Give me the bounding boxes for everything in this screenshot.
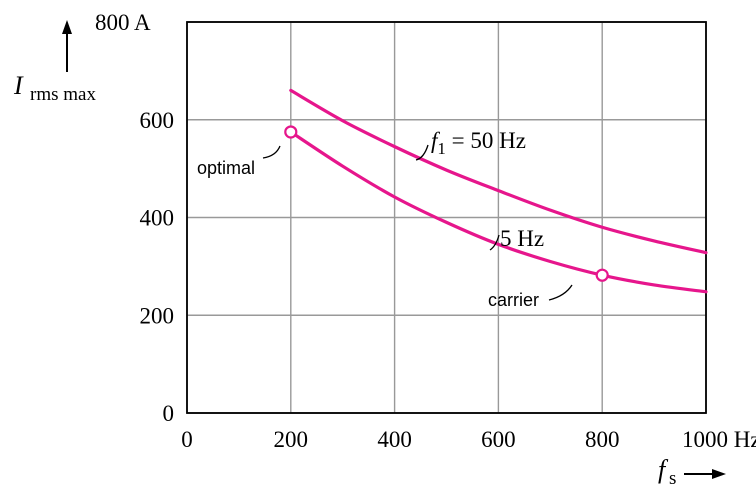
x-tick-label-800: 800 xyxy=(585,427,620,452)
x-tick-label-400: 400 xyxy=(377,427,412,452)
series-lines xyxy=(289,88,708,294)
tick-labels: 0 200 400 600 800 1000 Hz 0 200 400 600 800 A xyxy=(95,10,756,452)
markers xyxy=(284,125,609,282)
marker-carrier xyxy=(595,268,609,282)
x-tick-label-600: 600 xyxy=(481,427,516,452)
x-axis-label-group: f s xyxy=(658,455,726,489)
series-line-0 xyxy=(289,88,708,255)
x-tick-label-0: 0 xyxy=(181,427,193,452)
grid xyxy=(186,21,707,414)
series-line-1 xyxy=(289,130,708,294)
x-tick-label-200: 200 xyxy=(274,427,309,452)
annotation-carrier: carrier xyxy=(488,284,573,310)
series-label-50hz-sub: 1 xyxy=(437,139,446,158)
y-tick-label-400: 400 xyxy=(140,206,175,231)
annotation-carrier-leader xyxy=(548,284,573,301)
series-label-5hz: 5 Hz xyxy=(489,226,544,251)
series-label-5hz-leader xyxy=(489,234,500,251)
y-axis-arrow-head xyxy=(62,20,72,34)
plot-frame xyxy=(186,21,707,414)
y-tick-label-800: 800 A xyxy=(95,10,151,35)
annotation-carrier-text: carrier xyxy=(488,290,539,310)
x-axis-label: f xyxy=(658,455,669,484)
annotation-optimal-leader xyxy=(262,145,281,159)
series-label-50hz: f1 = 50 Hz xyxy=(415,128,526,161)
x-axis-arrow-head xyxy=(712,469,726,479)
x-tick-label-1000: 1000 Hz xyxy=(682,427,756,452)
y-tick-label-0: 0 xyxy=(163,401,175,426)
y-axis-label: I xyxy=(13,71,24,100)
series-label-50hz-rest: = 50 Hz xyxy=(446,128,526,153)
y-tick-label-200: 200 xyxy=(140,303,175,328)
y-tick-label-600: 600 xyxy=(140,108,175,133)
marker-optimal xyxy=(284,125,298,139)
annotation-optimal: optimal xyxy=(197,145,281,178)
y-axis-label-subscript: rms max xyxy=(30,84,96,105)
svg-text:f1 = 50 Hz: f1 = 50 Hz xyxy=(431,128,526,158)
x-axis-label-subscript: s xyxy=(669,468,676,489)
series-label-50hz-leader xyxy=(415,144,429,161)
series-label-5hz: 5 Hz xyxy=(500,226,544,251)
annotation-optimal-text: optimal xyxy=(197,158,255,178)
y-axis-label-group: I rms max xyxy=(13,20,96,105)
series-label-50hz-var: f xyxy=(431,128,441,153)
